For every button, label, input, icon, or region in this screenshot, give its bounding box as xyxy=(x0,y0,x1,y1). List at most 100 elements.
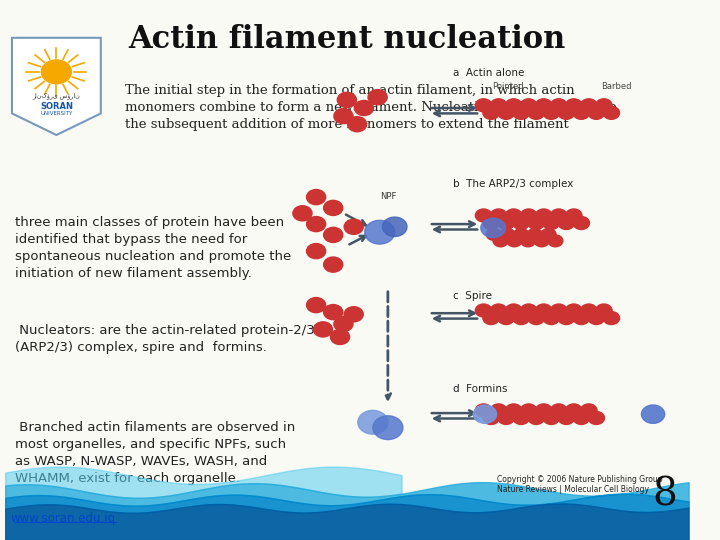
Circle shape xyxy=(528,312,544,325)
Circle shape xyxy=(528,217,544,230)
Polygon shape xyxy=(12,38,101,135)
Circle shape xyxy=(330,329,350,345)
Circle shape xyxy=(603,312,620,325)
Circle shape xyxy=(513,106,529,119)
Circle shape xyxy=(490,209,507,222)
Text: NPF: NPF xyxy=(379,192,396,201)
Circle shape xyxy=(573,312,590,325)
Circle shape xyxy=(521,209,537,222)
Text: a  Actin alone: a Actin alone xyxy=(453,68,524,78)
Circle shape xyxy=(498,106,514,119)
Circle shape xyxy=(595,99,612,112)
Circle shape xyxy=(543,312,559,325)
Circle shape xyxy=(334,109,353,124)
Circle shape xyxy=(344,219,364,234)
Circle shape xyxy=(558,312,575,325)
Circle shape xyxy=(580,99,597,112)
Circle shape xyxy=(493,235,508,247)
Circle shape xyxy=(536,304,552,317)
Circle shape xyxy=(566,209,582,222)
Circle shape xyxy=(521,304,537,317)
Circle shape xyxy=(566,404,582,417)
Circle shape xyxy=(588,106,605,119)
Text: Actin filament nucleation: Actin filament nucleation xyxy=(128,24,565,55)
Text: d  Formins: d Formins xyxy=(453,384,508,395)
Circle shape xyxy=(505,304,522,317)
Circle shape xyxy=(573,106,590,119)
Circle shape xyxy=(475,99,492,112)
Circle shape xyxy=(334,316,353,332)
Circle shape xyxy=(558,106,575,119)
Text: Nucleators: are the actin-related protein-2/3
(ARP2/3) complex, spire and  formi: Nucleators: are the actin-related protei… xyxy=(15,324,315,354)
Text: c  Spire: c Spire xyxy=(453,291,492,301)
Circle shape xyxy=(382,217,407,237)
Circle shape xyxy=(307,244,325,259)
Text: Copyright © 2006 Nature Publishing Group
Nature Reviews | Molecular Cell Biology: Copyright © 2006 Nature Publishing Group… xyxy=(498,475,663,494)
Circle shape xyxy=(527,228,542,240)
Circle shape xyxy=(368,90,387,105)
Circle shape xyxy=(566,304,582,317)
Circle shape xyxy=(551,404,567,417)
Circle shape xyxy=(490,99,507,112)
Circle shape xyxy=(534,235,549,247)
Circle shape xyxy=(475,304,492,317)
Circle shape xyxy=(498,411,514,424)
Circle shape xyxy=(307,190,325,205)
Circle shape xyxy=(558,217,575,230)
Circle shape xyxy=(358,410,388,434)
Circle shape xyxy=(543,217,559,230)
Circle shape xyxy=(293,206,312,221)
Circle shape xyxy=(551,304,567,317)
Circle shape xyxy=(642,405,665,423)
Circle shape xyxy=(521,235,536,247)
Circle shape xyxy=(490,304,507,317)
Circle shape xyxy=(536,99,552,112)
Text: b  The ARP2/3 complex: b The ARP2/3 complex xyxy=(453,179,573,190)
Text: Barbed: Barbed xyxy=(602,82,632,91)
Text: UNIVERSITY: UNIVERSITY xyxy=(40,111,73,116)
Circle shape xyxy=(573,217,590,230)
Circle shape xyxy=(573,411,590,424)
Circle shape xyxy=(543,106,559,119)
Circle shape xyxy=(337,92,356,107)
Circle shape xyxy=(595,304,612,317)
Circle shape xyxy=(498,312,514,325)
Circle shape xyxy=(500,228,515,240)
Circle shape xyxy=(344,307,364,322)
Circle shape xyxy=(521,99,537,112)
Text: Pointed: Pointed xyxy=(492,82,523,91)
Circle shape xyxy=(551,99,567,112)
Circle shape xyxy=(505,209,522,222)
Circle shape xyxy=(41,60,71,84)
Circle shape xyxy=(373,416,403,440)
Text: three main classes of protein have been
identified that bypass the need for
spon: three main classes of protein have been … xyxy=(15,216,292,280)
Circle shape xyxy=(551,209,567,222)
Circle shape xyxy=(475,209,492,222)
Circle shape xyxy=(580,404,597,417)
Text: The initial step in the formation of an actin filament, in which actin
monomers : The initial step in the formation of an … xyxy=(125,84,616,131)
Circle shape xyxy=(588,411,605,424)
Circle shape xyxy=(505,404,522,417)
Circle shape xyxy=(348,117,366,132)
Circle shape xyxy=(307,217,325,232)
Circle shape xyxy=(483,312,499,325)
Circle shape xyxy=(364,220,395,244)
Circle shape xyxy=(513,217,529,230)
Text: رانکۆری سۆران: رانکۆری سۆران xyxy=(32,92,80,99)
Text: Branched actin filaments are observed in
most organelles, and specific NPFs, suc: Branched actin filaments are observed in… xyxy=(15,421,296,485)
Circle shape xyxy=(498,217,514,230)
Circle shape xyxy=(580,304,597,317)
Circle shape xyxy=(490,404,507,417)
Text: 8: 8 xyxy=(652,476,677,513)
Circle shape xyxy=(354,100,374,116)
Circle shape xyxy=(323,227,343,242)
Circle shape xyxy=(483,411,499,424)
Circle shape xyxy=(588,312,605,325)
Circle shape xyxy=(528,411,544,424)
Circle shape xyxy=(481,218,505,238)
Circle shape xyxy=(536,209,552,222)
Circle shape xyxy=(521,404,537,417)
Circle shape xyxy=(307,298,325,313)
Circle shape xyxy=(486,228,501,240)
Circle shape xyxy=(548,235,563,247)
